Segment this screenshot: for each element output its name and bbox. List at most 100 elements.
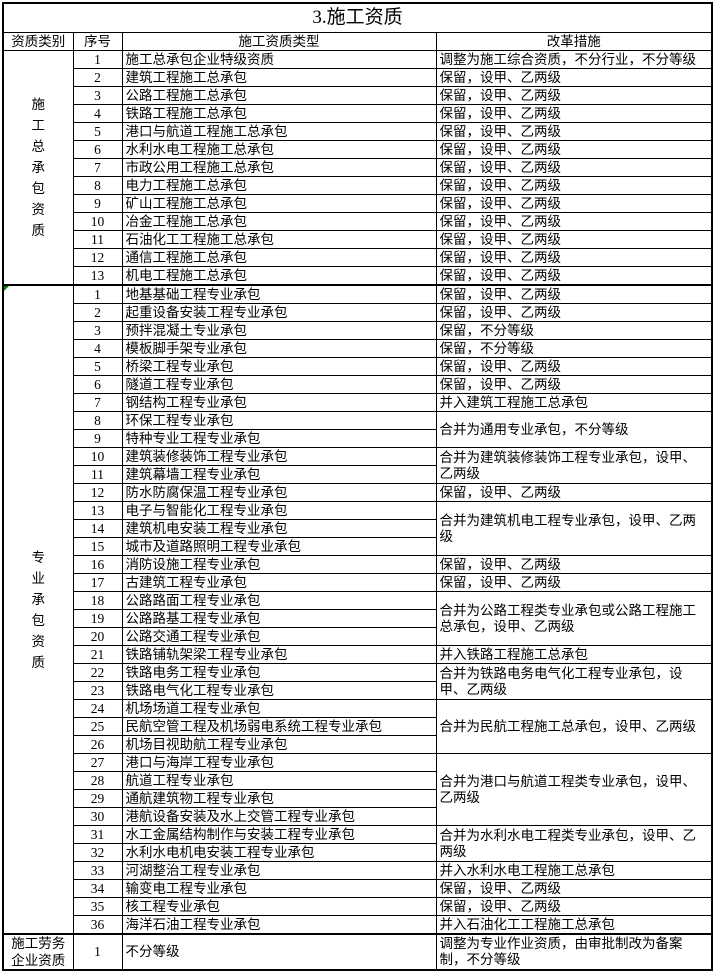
reform-measure-cell: 保留，不分等级 bbox=[435, 321, 713, 340]
table-row: 24 机场场道工程专业承包 合并为民航工程施工总承包，设甲、乙两级 bbox=[3, 699, 713, 754]
qualification-type-cell: 古建筑工程专业承包 bbox=[121, 573, 437, 592]
qualification-type-cell: 特种专业工程专业承包 bbox=[121, 429, 437, 448]
qualification-type-cell: 水利水电机电安装工程专业承包 bbox=[121, 843, 437, 862]
table-row: 5 港口与航道工程施工总承包 保留，设甲、乙两级 bbox=[3, 122, 713, 141]
qualification-type-cell: 桥梁工程专业承包 bbox=[121, 357, 437, 376]
qualification-type-cell: 通信工程施工总承包 bbox=[121, 248, 437, 267]
table-row: 9 矿山工程施工总承包 保留，设甲、乙两级 bbox=[3, 194, 713, 213]
serial-number-cell: 23 bbox=[72, 681, 123, 700]
reform-measure-cell: 保留，设甲、乙两级 bbox=[435, 140, 713, 159]
category-label: 施工劳务企业资质 bbox=[11, 936, 66, 968]
serial-number-cell: 14 bbox=[72, 519, 123, 538]
qualification-type-cell: 铁路电务工程专业承包 bbox=[121, 663, 437, 682]
table-row: 33 河湖整治工程专业承包 并入水利水电工程施工总承包 bbox=[3, 861, 713, 880]
reform-measure-cell: 保留，设甲、乙两级 bbox=[435, 176, 713, 195]
reform-measure-cell: 合并为建筑装修装饰工程专业承包，设甲、乙两级 bbox=[435, 447, 713, 484]
title-row: 3.施工资质 bbox=[2, 2, 713, 33]
serial-number-cell: 6 bbox=[72, 140, 123, 159]
qualification-type-cell: 机电工程施工总承包 bbox=[121, 266, 437, 286]
qualification-type-cell: 电力工程施工总承包 bbox=[121, 176, 437, 195]
serial-number-cell: 13 bbox=[72, 501, 123, 520]
reform-measure-cell: 合并为铁路电务电气化工程专业承包，设甲、乙两级 bbox=[435, 663, 713, 700]
serial-number-cell: 13 bbox=[72, 266, 123, 286]
table-row: 5 桥梁工程专业承包 保留，设甲、乙两级 bbox=[3, 357, 713, 376]
category-cell: 施工劳务企业资质 bbox=[2, 933, 74, 971]
table-header-row: 资质类别 序号 施工资质类型 改革措施 bbox=[2, 32, 713, 51]
table-row: 施 工 总 承 包 资 质 1 施工总承包企业特级资质 调整为施工综合资质，不分行业，… bbox=[2, 50, 713, 286]
serial-number-cell: 22 bbox=[72, 663, 123, 682]
col-header-serial: 序号 bbox=[72, 32, 123, 51]
qualification-type-cell: 海洋石油工程专业承包 bbox=[121, 915, 437, 935]
qualification-type-cell: 不分等级 bbox=[121, 933, 437, 971]
qualification-type-cell: 钢结构工程专业承包 bbox=[121, 393, 437, 412]
table-body: 施 工 总 承 包 资 质 1 施工总承包企业特级资质 调整为施工综合资质，不分行业，… bbox=[2, 50, 713, 971]
reform-measure-cell: 保留，设甲、乙两级 bbox=[435, 248, 713, 267]
qualification-type-cell: 港口与航道工程施工总承包 bbox=[121, 122, 437, 141]
qualification-type-cell: 公路路基工程专业承包 bbox=[121, 609, 437, 628]
serial-number-cell: 17 bbox=[72, 573, 123, 592]
reform-measure-cell: 合并为通用专业承包，不分等级 bbox=[435, 411, 713, 448]
col-header-category: 资质类别 bbox=[2, 32, 74, 51]
table-row: 12 通信工程施工总承包 保留，设甲、乙两级 bbox=[3, 248, 713, 267]
table-row: 31 水工金属结构制作与安装工程专业承包 合并为水利水电工程类专业承包，设甲、乙两级 bbox=[3, 825, 713, 862]
table-row: 32 水利水电机电安装工程专业承包 bbox=[3, 843, 712, 862]
serial-number-cell: 21 bbox=[72, 645, 123, 664]
serial-number-cell: 11 bbox=[72, 230, 123, 249]
reform-measure-cell: 保留，设甲、乙两级 bbox=[435, 357, 713, 376]
table-row: 13 电子与智能化工程专业承包 合并为建筑机电工程专业承包，设甲、乙两级 bbox=[3, 501, 713, 556]
reform-measure-cell: 保留，设甲、乙两级 bbox=[435, 375, 713, 394]
table-row: 20 公路交通工程专业承包 bbox=[3, 627, 712, 646]
reform-measure-cell: 合并为水利水电工程类专业承包，设甲、乙两级 bbox=[435, 825, 713, 862]
table-row: 8 电力工程施工总承包 保留，设甲、乙两级 bbox=[3, 176, 713, 195]
qualification-type-cell: 机场目视助航工程专业承包 bbox=[121, 735, 437, 754]
table-row: 7 钢结构工程专业承包 并入建筑工程施工总承包 bbox=[3, 393, 713, 412]
table-row: 4 模板脚手架专业承包 保留，不分等级 bbox=[3, 339, 713, 358]
qualification-type-cell: 城市及道路照明工程专业承包 bbox=[121, 537, 437, 556]
reform-measure-cell: 并入铁路工程施工总承包 bbox=[435, 645, 713, 664]
serial-number-cell: 32 bbox=[72, 843, 123, 862]
qualification-type-cell: 输变电工程专业承包 bbox=[121, 879, 437, 898]
serial-number-cell: 12 bbox=[72, 248, 123, 267]
serial-number-cell: 3 bbox=[72, 86, 123, 105]
reform-measure-cell: 保留，设甲、乙两级 bbox=[435, 879, 713, 898]
serial-number-cell: 2 bbox=[72, 303, 123, 322]
qualification-type-cell: 建筑工程施工总承包 bbox=[121, 68, 437, 87]
qualification-type-cell: 公路路面工程专业承包 bbox=[121, 591, 437, 610]
table-row: 35 核工程专业承包 保留，设甲、乙两级 bbox=[3, 897, 713, 916]
page-title: 3.施工资质 bbox=[2, 2, 713, 33]
serial-number-cell: 1 bbox=[72, 284, 123, 304]
serial-number-cell: 8 bbox=[72, 411, 123, 430]
table-row: 10 冶金工程施工总承包 保留，设甲、乙两级 bbox=[3, 212, 713, 231]
reform-measure-cell: 调整为施工综合资质，不分行业，不分等级 bbox=[435, 50, 713, 69]
serial-number-cell: 20 bbox=[72, 627, 123, 646]
qualification-type-cell: 建筑装修装饰工程专业承包 bbox=[121, 447, 437, 466]
qualification-type-cell: 港航设备安装及水上交管工程专业承包 bbox=[121, 807, 437, 826]
table-row: 6 水利水电工程施工总承包 保留，设甲、乙两级 bbox=[3, 140, 713, 159]
qualification-type-cell: 电子与智能化工程专业承包 bbox=[121, 501, 437, 520]
qualification-type-cell: 环保工程专业承包 bbox=[121, 411, 437, 430]
reform-measure-cell: 保留，设甲、乙两级 bbox=[435, 897, 713, 916]
serial-number-cell: 16 bbox=[72, 555, 123, 574]
qualification-type-cell: 建筑机电安装工程专业承包 bbox=[121, 519, 437, 538]
table-row: 7 市政公用工程施工总承包 保留，设甲、乙两级 bbox=[3, 158, 713, 177]
table-row: 25 民航空管工程及机场弱电系统工程专业承包 bbox=[3, 717, 712, 736]
reform-measure-cell: 保留，设甲、乙两级 bbox=[435, 194, 713, 213]
serial-number-cell: 1 bbox=[72, 50, 123, 69]
reform-measure-cell: 合并为公路工程类专业承包或公路工程施工总承包，设甲、乙两级 bbox=[435, 591, 713, 646]
table-row: 16 消防设施工程专业承包 保留，设甲、乙两级 bbox=[3, 555, 713, 574]
qualification-type-cell: 防水防腐保温工程专业承包 bbox=[121, 483, 437, 502]
col-header-type: 施工资质类型 bbox=[121, 32, 437, 51]
table-row: 3 预拌混凝土专业承包 保留，不分等级 bbox=[3, 321, 713, 340]
qualification-type-cell: 通航建筑物工程专业承包 bbox=[121, 789, 437, 808]
reform-measure-cell: 调整为专业作业资质，由审批制改为备案制，不分等级 bbox=[435, 933, 713, 971]
category-label: 施 工 总 承 包 资 质 bbox=[31, 97, 46, 238]
reform-measure-cell: 合并为建筑机电工程专业承包，设甲、乙两级 bbox=[435, 501, 713, 556]
qualification-type-cell: 机场场道工程专业承包 bbox=[121, 699, 437, 718]
reform-measure-cell: 保留，设甲、乙两级 bbox=[435, 68, 713, 87]
qualification-type-cell: 消防设施工程专业承包 bbox=[121, 555, 437, 574]
serial-number-cell: 10 bbox=[72, 447, 123, 466]
serial-number-cell: 7 bbox=[72, 158, 123, 177]
qualification-type-cell: 模板脚手架专业承包 bbox=[121, 339, 437, 358]
table-row: 2 起重设备安装工程专业承包 保留，设甲、乙两级 bbox=[3, 303, 713, 322]
serial-number-cell: 2 bbox=[72, 68, 123, 87]
